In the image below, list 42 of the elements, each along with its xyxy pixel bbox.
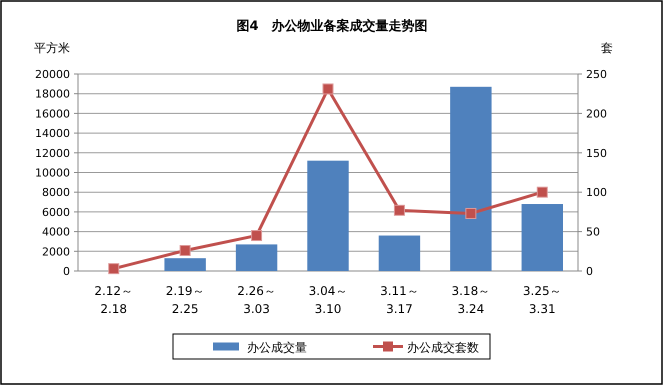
y2-tick-label: 150 — [586, 146, 607, 160]
bar — [236, 244, 278, 271]
y-tick-label: 2000 — [42, 245, 70, 258]
chart-title: 图4 办公物业备案成交量走势图 — [236, 18, 428, 34]
y-tick-label: 12000 — [35, 146, 70, 160]
y-axis-title: 平方米 — [34, 41, 70, 55]
legend-label: 办公成交量 — [247, 340, 307, 354]
y-tick-label: 20000 — [35, 68, 70, 81]
x-tick-label: 2.26～ 3.03 — [237, 284, 276, 316]
y-tick-label: 18000 — [35, 88, 70, 101]
point — [180, 245, 191, 256]
x-tick-label: 3.04～ 3.10 — [308, 284, 348, 316]
x-tick-label: 3.11～ 3.17 — [380, 284, 419, 316]
x-tick-label: 3.25～ 3.31 — [522, 284, 562, 316]
bar — [522, 204, 563, 271]
y-tick-label: 8000 — [42, 186, 70, 200]
bar — [378, 236, 420, 271]
y2-tick-label: 200 — [586, 107, 607, 120]
legend-label: 办公成交套数 — [407, 340, 479, 354]
bar — [450, 86, 492, 271]
x-tick-label: 2.19～ 2.25 — [166, 284, 204, 316]
y-tick-label: 6000 — [42, 206, 70, 219]
y2-tick-label: 50 — [586, 226, 600, 239]
point — [394, 204, 405, 216]
y2-tick-label: 250 — [586, 68, 607, 81]
y-tick-label: 16000 — [35, 107, 70, 120]
point — [108, 263, 120, 274]
y-tick-label: 0 — [63, 265, 70, 278]
point — [251, 230, 262, 242]
point — [536, 186, 548, 198]
y-tick-label: 4000 — [42, 226, 70, 239]
y2-tick-label: 100 — [586, 186, 607, 200]
point — [322, 83, 334, 94]
y-tick-label: 14000 — [35, 127, 70, 140]
x-tick-label: 2.12～ 2.18 — [94, 284, 134, 316]
bar — [307, 160, 349, 271]
y-tick-label: 10000 — [35, 166, 70, 180]
y2-tick-label: 0 — [586, 265, 593, 278]
point — [465, 208, 476, 219]
bar — [164, 258, 206, 271]
x-tick-label: 3.18～ 3.24 — [452, 284, 490, 316]
y2-axis-title: 套 — [601, 41, 613, 55]
